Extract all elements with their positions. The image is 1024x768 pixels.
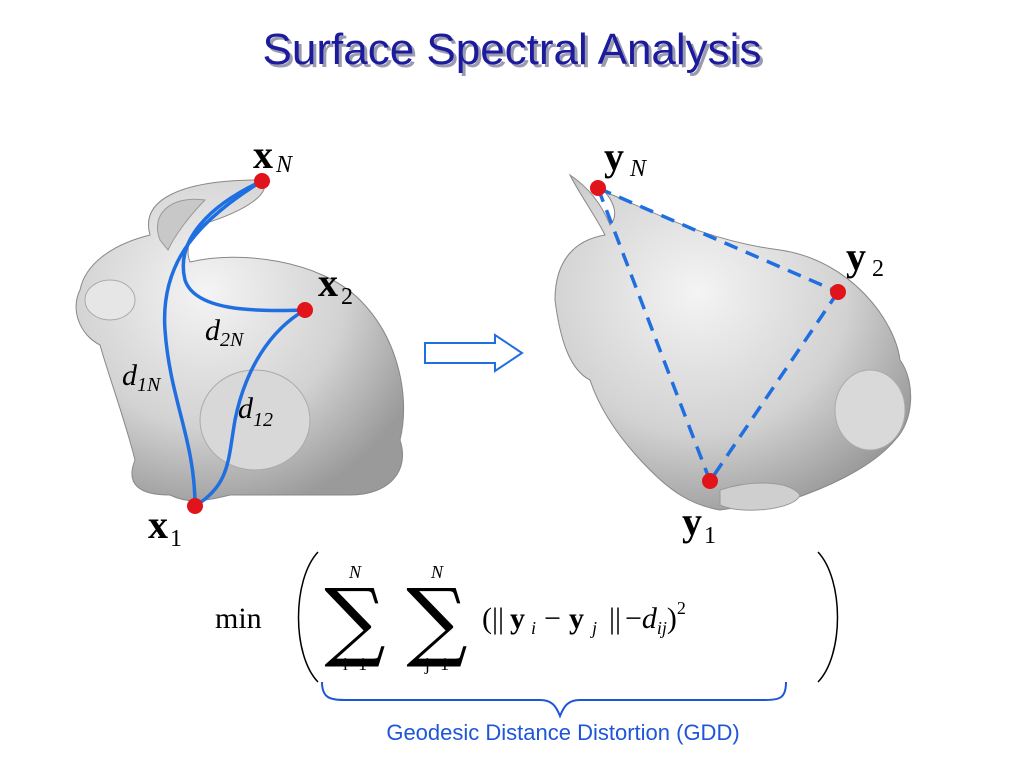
label-base: d xyxy=(205,314,221,347)
left-points xyxy=(187,173,313,514)
term: j xyxy=(590,618,597,638)
sum-upper: N xyxy=(430,562,444,582)
label-base: y xyxy=(604,134,624,179)
term: ij xyxy=(657,618,667,638)
point xyxy=(590,180,606,196)
label-base: d xyxy=(238,392,254,425)
label-sub: 12 xyxy=(253,409,273,431)
edge xyxy=(597,186,839,294)
label-base: x xyxy=(318,260,338,305)
label-base: y xyxy=(682,499,702,544)
geodesic-path xyxy=(162,179,263,507)
geodesic-path xyxy=(181,179,306,313)
arrow xyxy=(424,333,524,373)
formula: min N ∑ i=1 N ∑ j=1 (|| y i − y j || −dij)2 xyxy=(215,551,839,683)
distance-label: d2N xyxy=(205,314,245,351)
euclidean-edges xyxy=(596,186,840,482)
label-sub: 2 xyxy=(341,284,353,310)
edge xyxy=(708,291,840,482)
sum-lower: i=1 xyxy=(343,654,367,674)
point xyxy=(830,284,846,300)
geodesic-path xyxy=(194,308,306,508)
term: − xyxy=(544,602,561,635)
point-label: x1 xyxy=(148,502,182,552)
label-sub: 1N xyxy=(137,374,162,396)
edge xyxy=(596,187,712,482)
right-points xyxy=(590,180,846,489)
label-base: d xyxy=(122,359,138,392)
term: y xyxy=(510,602,525,635)
paren xyxy=(817,551,839,683)
term: − xyxy=(625,602,642,635)
summand: (|| y i − y j || −dij)2 xyxy=(482,598,686,638)
label-sub: 2 xyxy=(872,256,884,282)
label-base: x xyxy=(253,132,273,177)
label-base: x xyxy=(148,502,168,547)
sigma: ∑ xyxy=(324,571,385,671)
point xyxy=(254,173,270,189)
brace xyxy=(321,681,787,719)
label-sub: 2N xyxy=(220,329,245,351)
term: 2 xyxy=(677,598,686,618)
paren xyxy=(297,551,319,683)
sigma: ∑ xyxy=(406,571,467,671)
term: i xyxy=(531,618,536,638)
label-sub: 1 xyxy=(704,523,716,549)
point xyxy=(297,302,313,318)
distance-label: d1N xyxy=(122,359,162,396)
label-sub: N xyxy=(629,156,648,182)
right-bunny xyxy=(554,173,912,511)
point-label: y1 xyxy=(682,499,716,549)
sum-upper: N xyxy=(348,562,362,582)
caption: Geodesic Distance Distortion (GDD) xyxy=(386,720,739,745)
geodesic-paths xyxy=(162,179,306,508)
left-bunny xyxy=(75,179,405,502)
operator: min xyxy=(215,602,262,635)
term: || xyxy=(609,602,621,635)
title-shadow: Surface Spectral Analysis xyxy=(266,28,765,77)
label-base: y xyxy=(846,234,866,279)
label-sub: N xyxy=(275,152,294,178)
term: (|| xyxy=(482,602,504,635)
distance-label: d12 xyxy=(238,392,273,431)
term: y xyxy=(569,602,584,635)
point xyxy=(702,473,718,489)
point xyxy=(187,498,203,514)
sum-lower: j=1 xyxy=(424,654,449,674)
title: Surface Spectral Analysis xyxy=(263,25,762,74)
term: ) xyxy=(667,602,677,635)
term: d xyxy=(642,602,658,635)
label-sub: 1 xyxy=(170,526,182,552)
